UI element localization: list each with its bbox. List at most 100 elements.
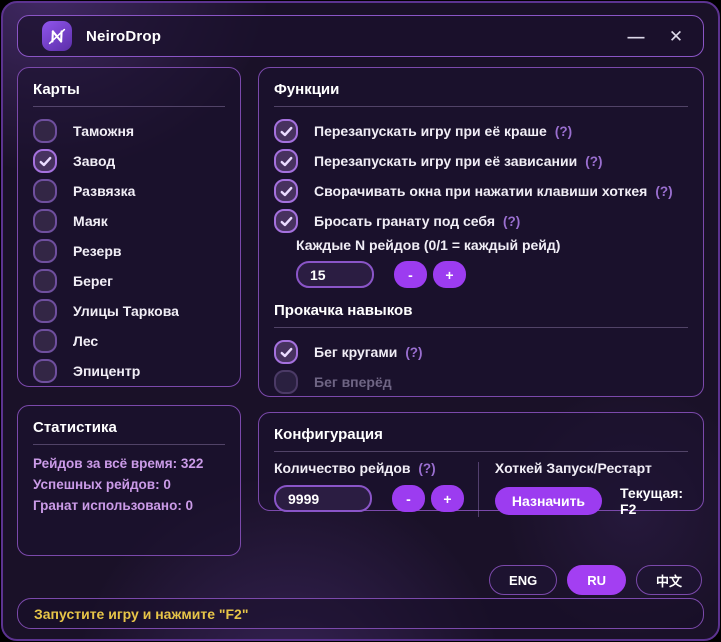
status-message: Запустите игру и нажмите "F2"	[34, 605, 249, 622]
map-row[interactable]: Резерв	[33, 239, 225, 263]
checkmark-icon	[280, 126, 292, 136]
function-label: Сворачивать окна при нажатии клавиши хот…	[314, 183, 648, 199]
configuration-panel: Конфигурация Количество рейдов (?) - +	[258, 412, 704, 517]
functions-panel-title: Функции	[274, 68, 688, 107]
status-bar: Запустите игру и нажмите "F2"	[17, 598, 704, 629]
map-label: Лес	[73, 333, 99, 349]
checkmark-icon	[280, 347, 292, 357]
close-button[interactable]: ✕	[663, 23, 689, 49]
skill-option-row[interactable]: Бег кругами (?)	[274, 340, 688, 364]
raid-count-minus-button[interactable]: -	[392, 485, 425, 512]
skills-section-title: Прокачка навыков	[274, 302, 688, 328]
map-row[interactable]: Маяк	[33, 209, 225, 233]
raid-count-label-text: Количество рейдов	[274, 460, 411, 476]
function-option-row[interactable]: Перезапускать игру при её краше (?)	[274, 119, 688, 143]
function-checkbox[interactable]	[274, 149, 298, 173]
function-option-row[interactable]: Бросать гранату под себя (?)	[274, 209, 688, 233]
raid-count-block: Количество рейдов (?) - +	[274, 460, 464, 517]
help-hint[interactable]: (?)	[554, 123, 573, 139]
grenade-interval-minus-button[interactable]: -	[394, 261, 427, 288]
function-label: Перезапускать игру при её зависании	[314, 153, 578, 169]
statistics-lines: Рейдов за всё время: 322 Успешных рейдов…	[18, 445, 240, 524]
hotkey-block: Хоткей Запуск/Рестарт Назначить Текущая:…	[494, 460, 688, 517]
grenade-interval-plus-button[interactable]: +	[433, 261, 466, 288]
help-hint[interactable]: (?)	[405, 344, 423, 360]
function-checkbox[interactable]	[274, 179, 298, 203]
map-checkbox[interactable]	[33, 209, 57, 233]
language-button[interactable]: 中文	[635, 565, 702, 595]
help-hint[interactable]: (?)	[655, 183, 673, 199]
function-checkbox[interactable]	[274, 119, 298, 143]
help-hint[interactable]: (?)	[418, 461, 436, 476]
map-label: Таможня	[73, 123, 135, 139]
map-label: Завод	[73, 153, 116, 169]
map-row[interactable]: Берег	[33, 269, 225, 293]
map-label: Маяк	[73, 213, 108, 229]
maps-panel: Карты Таможня	[17, 67, 241, 387]
map-checkbox[interactable]	[33, 359, 57, 383]
statistics-panel-title: Статистика	[33, 406, 225, 445]
map-label: Резерв	[73, 243, 122, 259]
raid-count-plus-button[interactable]: +	[431, 485, 464, 512]
map-row[interactable]: Лес	[33, 329, 225, 353]
raid-count-controls: - +	[274, 485, 464, 512]
app-title: NeiroDrop	[86, 27, 162, 45]
grenade-interval-label: Каждые N рейдов (0/1 = каждый рейд)	[296, 237, 561, 253]
map-label: Улицы Таркова	[73, 303, 179, 319]
map-checkbox[interactable]	[33, 149, 57, 173]
statistic-line: Гранат использовано: 0	[33, 498, 194, 513]
maps-panel-title: Карты	[33, 68, 225, 107]
config-divider	[478, 462, 479, 517]
skill-checkbox[interactable]	[274, 370, 298, 394]
map-checkbox[interactable]	[33, 239, 57, 263]
minimize-button[interactable]: —	[623, 23, 649, 49]
raid-count-label: Количество рейдов (?)	[274, 460, 464, 476]
functions-options: Перезапускать игру при её краше (?) Пере…	[259, 107, 703, 235]
skills-options: Бег кругами (?) Бег вперёд	[259, 328, 703, 404]
map-checkbox[interactable]	[33, 179, 57, 203]
map-row[interactable]: Улицы Таркова	[33, 299, 225, 323]
function-option-row[interactable]: Перезапускать игру при её зависании (?)	[274, 149, 688, 173]
main-content: Карты Таможня	[17, 67, 704, 556]
assign-hotkey-button[interactable]: Назначить	[494, 487, 603, 515]
language-button[interactable]: RU	[567, 565, 626, 595]
app-logo-icon	[42, 21, 72, 51]
checkmark-icon	[39, 156, 51, 166]
map-row[interactable]: Развязка	[33, 179, 225, 203]
left-column: Карты Таможня	[17, 67, 241, 556]
maps-list: Таможня Завод	[18, 107, 240, 393]
skill-checkbox[interactable]	[274, 340, 298, 364]
map-checkbox[interactable]	[33, 119, 57, 143]
map-row[interactable]: Эпицентр	[33, 359, 225, 383]
help-hint[interactable]: (?)	[585, 153, 603, 169]
map-row[interactable]: Таможня	[33, 119, 225, 143]
hotkey-controls: Назначить Текущая: F2	[494, 485, 688, 517]
map-checkbox[interactable]	[33, 329, 57, 353]
statistics-panel: Статистика Рейдов за всё время: 322 Успе…	[17, 405, 241, 556]
help-hint[interactable]: (?)	[503, 213, 521, 229]
map-row[interactable]: Завод	[33, 149, 225, 173]
checkmark-icon	[280, 186, 292, 196]
function-label: Бросать гранату под себя	[314, 213, 495, 229]
skill-option-row[interactable]: Бег вперёд	[274, 370, 688, 394]
functions-panel: Функции Перезапускать игру при её краше …	[258, 67, 704, 397]
function-option-row[interactable]: Сворачивать окна при нажатии клавиши хот…	[274, 179, 688, 203]
raid-count-input[interactable]	[274, 485, 372, 512]
function-checkbox[interactable]	[274, 209, 298, 233]
map-label: Эпицентр	[73, 363, 141, 379]
title-bar: NeiroDrop — ✕	[17, 15, 704, 57]
language-button[interactable]: ENG	[489, 565, 558, 595]
map-checkbox[interactable]	[33, 269, 57, 293]
map-label: Берег	[73, 273, 114, 289]
map-checkbox[interactable]	[33, 299, 57, 323]
function-label: Перезапускать игру при её краше	[314, 123, 547, 139]
map-label: Развязка	[73, 183, 136, 199]
grenade-interval-input[interactable]	[296, 261, 374, 288]
window-controls: — ✕	[623, 23, 689, 49]
statistic-line: Рейдов за всё время: 322	[33, 456, 204, 471]
right-column: Функции Перезапускать игру при её краше …	[258, 67, 704, 556]
skill-label: Бег вперёд	[314, 374, 392, 390]
grenade-interval-block: Каждые N рейдов (0/1 = каждый рейд) - +	[296, 237, 688, 288]
configuration-body: Количество рейдов (?) - + Хоткей Запуск/…	[259, 452, 703, 529]
